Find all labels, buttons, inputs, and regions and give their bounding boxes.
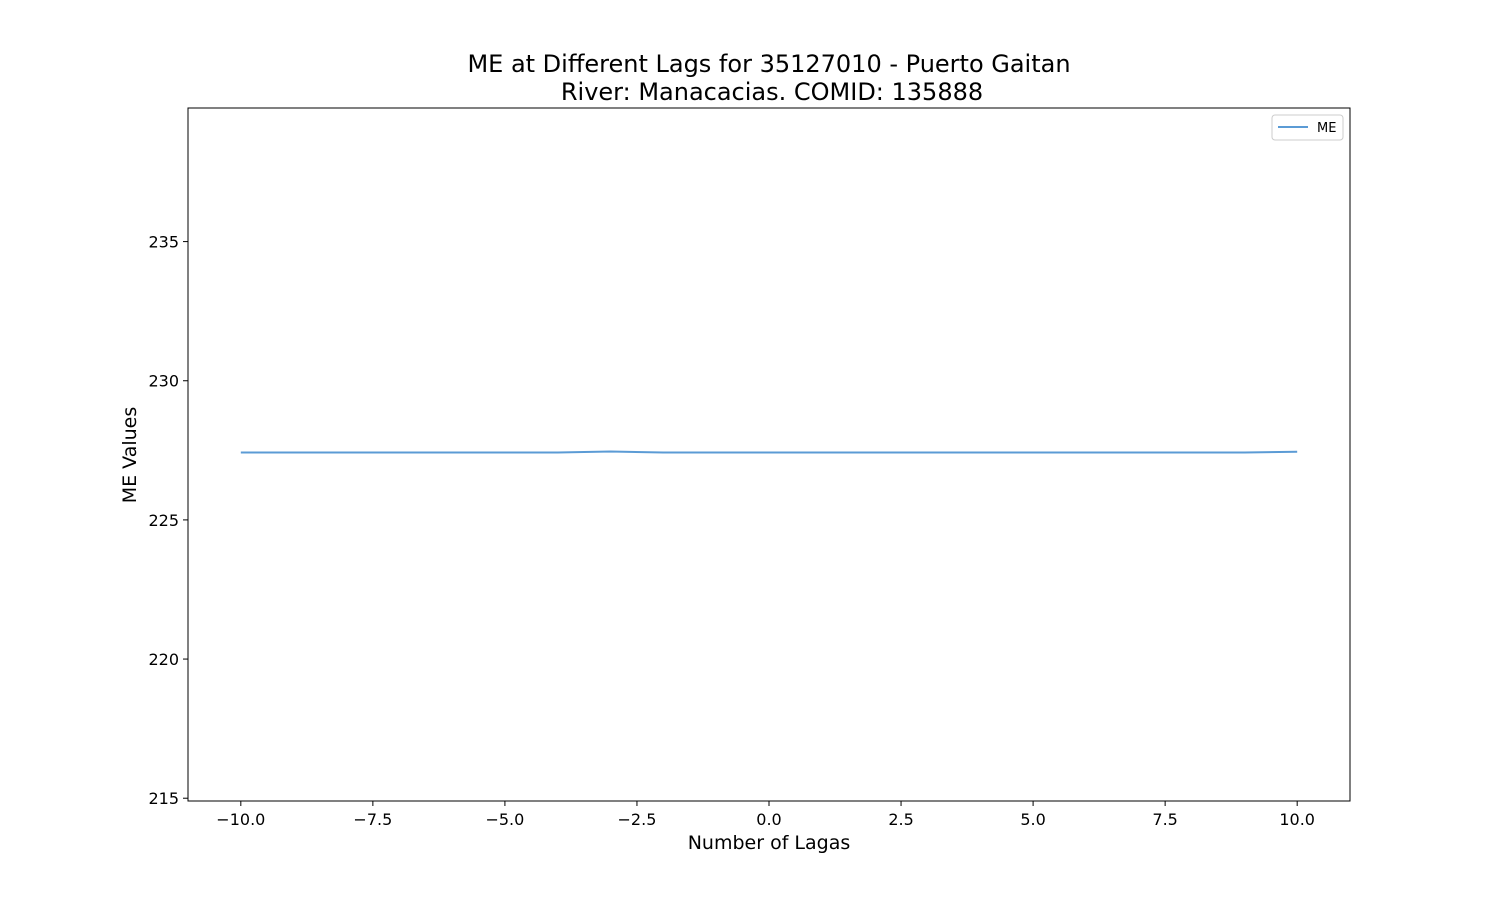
x-tick-label: −7.5 bbox=[353, 810, 392, 829]
y-tick-label: 220 bbox=[148, 650, 179, 669]
x-tick-label: −5.0 bbox=[485, 810, 524, 829]
x-tick-label: 10.0 bbox=[1279, 810, 1315, 829]
x-tick-label: 7.5 bbox=[1152, 810, 1177, 829]
series-layer bbox=[240, 450, 1298, 454]
y-tick-label: 235 bbox=[148, 233, 179, 252]
y-tick-label: 230 bbox=[148, 372, 179, 391]
series-line-me bbox=[240, 450, 1298, 454]
legend: ME bbox=[1271, 114, 1344, 141]
y-axis-label: ME Values bbox=[119, 407, 141, 504]
legend-label-me: ME bbox=[1317, 121, 1336, 136]
x-axis-ticks: −10.0 −7.5 −5.0 −2.5 0.0 2.5 5.0 7.5 10.0 bbox=[216, 801, 1315, 829]
x-tick-label: 2.5 bbox=[888, 810, 913, 829]
x-tick-label: −2.5 bbox=[618, 810, 657, 829]
plot-area bbox=[188, 108, 1350, 801]
x-tick-label: 0.0 bbox=[756, 810, 781, 829]
chart-title-line2: River: Manacacias. COMID: 135888 bbox=[561, 78, 983, 106]
x-tick-label: 5.0 bbox=[1020, 810, 1045, 829]
x-tick-label: −10.0 bbox=[216, 810, 265, 829]
plot-frame bbox=[187, 107, 1351, 802]
chart-title-line1: ME at Different Lags for 35127010 - Puer… bbox=[467, 50, 1070, 78]
y-tick-label: 215 bbox=[148, 789, 179, 808]
y-axis-ticks: 215 220 225 230 235 bbox=[148, 233, 188, 808]
x-axis-label: Number of Lagas bbox=[688, 832, 851, 854]
y-tick-label: 225 bbox=[148, 511, 179, 530]
